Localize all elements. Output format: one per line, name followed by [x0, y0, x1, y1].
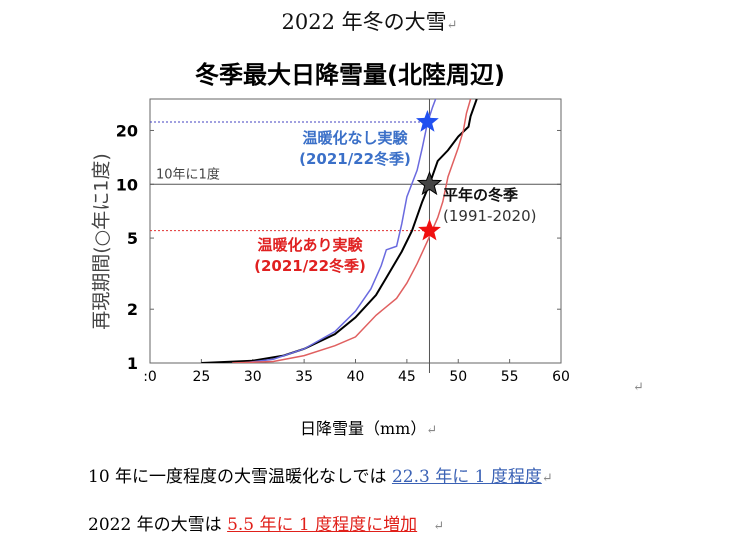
marker-label: 温暖化なし実験 [302, 129, 408, 147]
highlight-red: 5.5 年に 1 度程度に増加 [227, 515, 418, 535]
highlight-blue: 22.3 年に 1 度程度 [391, 467, 542, 487]
chart: :0 25 30 35 40 45 50 55 60125102010年に1度温暖化なし実験(2… [116, 98, 570, 385]
return-mark: ↵ [633, 380, 644, 395]
star-marker [416, 170, 443, 196]
star-marker [416, 110, 439, 132]
x-tick-label: :0 [143, 369, 157, 385]
marker-label: 平年の冬季 [443, 186, 518, 204]
document-title: 2022 年冬の大雪↵ [281, 10, 458, 34]
y-tick-label: 10 [116, 175, 138, 194]
chart-title: 冬季最大日降雪量(北陸周辺) [195, 61, 505, 89]
y-tick-label: 1 [127, 354, 138, 373]
x-tick-label: 50 [449, 369, 467, 385]
y-tick-label: 20 [116, 121, 138, 140]
marker-sublabel: (1991-2020) [443, 207, 536, 225]
sentence-1: 10 年に一度程度の大雪温暖化なしでは 22.3 年に 1 度程度↵ [88, 467, 553, 487]
series-line-1 [242, 99, 437, 363]
marker-sublabel: (2021/22冬季) [254, 257, 366, 275]
x-tick-label: 60 [552, 369, 570, 385]
x-tick-label: 40 [347, 369, 365, 385]
series-line-2 [232, 99, 472, 363]
reference-label: 10年に1度 [156, 166, 220, 182]
marker-sublabel: (2021/22冬季) [299, 150, 411, 168]
x-tick-label: 45 [398, 369, 416, 385]
x-tick-label: 25 [192, 369, 210, 385]
y-tick-label: 2 [127, 300, 138, 319]
x-tick-label: 55 [501, 369, 519, 385]
marker-label: 温暖化あり実験 [257, 236, 363, 254]
sentence-2: 2022 年の大雪は 5.5 年に 1 度程度に増加 ↵ [88, 515, 445, 535]
y-tick-label: 5 [127, 229, 138, 248]
x-axis-caption: 日降雪量（mm）↵ [300, 419, 438, 438]
x-tick-label: 35 [295, 369, 313, 385]
star-marker [418, 218, 441, 241]
x-tick-label: 30 [244, 369, 262, 385]
